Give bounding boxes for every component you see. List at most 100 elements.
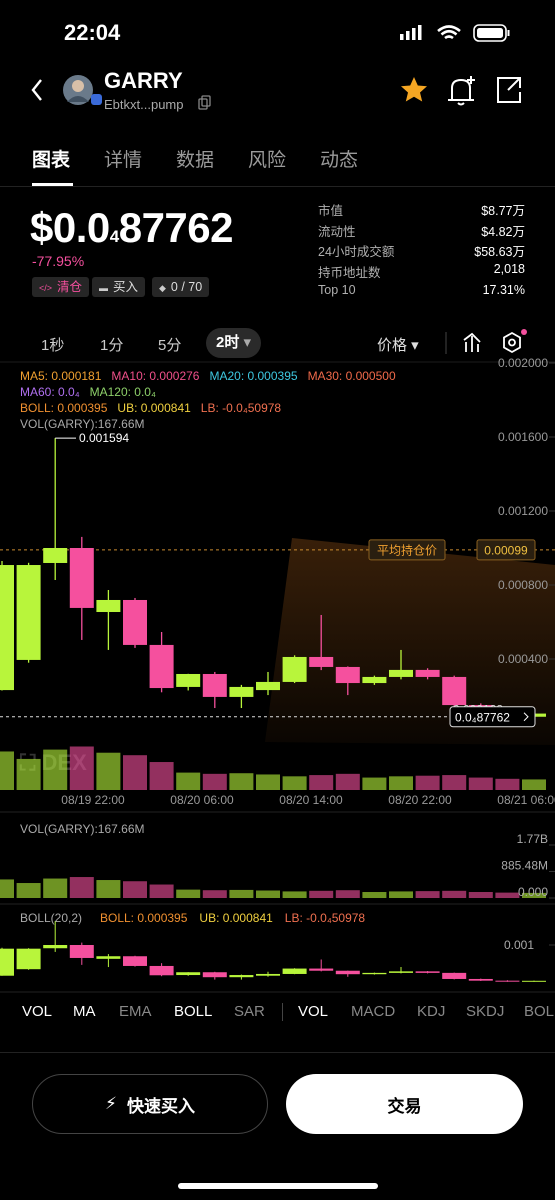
candle-body [96, 956, 121, 959]
volume-bar [415, 891, 440, 898]
status-time: 22:04 [64, 20, 121, 45]
header-icons [31, 75, 211, 110]
volume-bar [149, 762, 174, 790]
volume-bar [442, 775, 467, 790]
quick-buy-button[interactable]: ⚡ 快速买入 [32, 1074, 268, 1134]
stat-value: $8.77万 [481, 204, 525, 218]
volume-bar [123, 881, 147, 898]
divider [0, 186, 555, 187]
stat-value: 17.31% [482, 282, 525, 297]
indicator-tab[interactable]: MA [73, 1003, 96, 1020]
share[interactable] [497, 77, 521, 103]
volume-bar [362, 777, 387, 790]
candle-body [415, 971, 440, 973]
indicator-value: MA20: 0.000395 [209, 369, 298, 383]
indicator-tab[interactable]: MACD [351, 1003, 396, 1020]
y-tick-label: 0.000800 [498, 578, 548, 592]
indicator-value: MA30: 0.000500 [307, 369, 396, 383]
tab[interactable]: 图表 [32, 150, 71, 171]
volume-bar [149, 884, 174, 898]
candle-body [335, 970, 360, 975]
trade-button[interactable]: 交易 [286, 1074, 523, 1134]
boll-value: UB: 0.000841 [199, 911, 273, 925]
volume-bar [123, 755, 147, 790]
price-mode-label: 价格 [377, 337, 408, 354]
avg-cost-value: 0.00099 [484, 543, 528, 557]
volume-bar [256, 890, 280, 898]
stat-label: 市值 [318, 204, 344, 218]
indicator-tab[interactable]: SKDJ [466, 1003, 505, 1020]
tab[interactable]: 风险 [248, 150, 287, 171]
candle-body [229, 686, 254, 697]
indicator-tab[interactable]: BOLL [174, 1003, 213, 1020]
indicator-row: MA5: 0.000181 MA10: 0.000276 MA20: 0.00039… [20, 369, 406, 383]
alert[interactable] [448, 78, 474, 106]
last-price-box [449, 706, 536, 728]
volume-bar [468, 777, 493, 790]
interval[interactable]: 5分 [158, 334, 181, 355]
last-price-arrow [523, 712, 529, 722]
indicator-value: MA60: 0.0₄ [20, 385, 80, 399]
indicator-row: VOL(GARRY):167.66M [20, 417, 155, 431]
candle-body [309, 656, 334, 667]
volume-bar [16, 883, 41, 898]
tab[interactable]: 数据 [176, 150, 215, 171]
x-tick-label: 08/21 06:00 [497, 793, 555, 807]
tab[interactable]: 动态 [320, 150, 359, 171]
candle-body [309, 968, 334, 971]
indicator-tab[interactable]: VOL [22, 1003, 53, 1020]
quick-buy-label: 快速买入 [126, 1096, 195, 1116]
boll-value: LB: -0.0₄50978 [285, 911, 366, 925]
indicator-tab[interactable]: VOL [298, 1003, 329, 1020]
back-button[interactable] [31, 79, 42, 101]
candle-body [202, 972, 227, 978]
stat-label: Top 10 [318, 282, 356, 297]
indicator-value: VOL(GARRY):167.66M [20, 417, 145, 431]
interval[interactable]: 1分 [100, 334, 123, 355]
stat-value: 2,018 [493, 262, 525, 277]
tab[interactable]: 详情 [104, 150, 143, 171]
x-tick-label: 08/19 22:00 [61, 793, 125, 807]
vol-tick-label: 885.48M [501, 858, 548, 872]
badge-label: 买入 [113, 280, 139, 294]
interval[interactable]: 2时 ▾ [206, 328, 262, 358]
candle-body [495, 980, 520, 982]
candle-body [415, 669, 440, 677]
interval[interactable]: 1秒 [41, 334, 64, 355]
candle-body [16, 565, 41, 660]
boll-title: BOLL(20,2) [20, 911, 82, 925]
candle-body [522, 980, 546, 982]
volume-bar [442, 890, 467, 898]
token-name: GARRY [104, 68, 183, 93]
candle-body [0, 948, 14, 976]
indicator-tab[interactable]: BOLL [524, 1003, 555, 1020]
stat-label: 流动性 [318, 224, 356, 239]
y-tick-label: 0.001200 [498, 504, 548, 518]
price-main: $0.0 [30, 204, 110, 251]
badge-icon: ▬ [99, 283, 108, 293]
candle-body [335, 666, 360, 684]
indicator-tab[interactable]: KDJ [417, 1003, 446, 1020]
stat-label: 24小时成交额 [318, 245, 395, 260]
avg-cost-label: 平均持仓价 [377, 542, 437, 557]
candle-body [96, 599, 121, 613]
volume-bar [468, 892, 493, 898]
indicator-tool[interactable] [463, 332, 481, 352]
candle-body [149, 965, 174, 976]
candle-body [69, 548, 94, 608]
indicator-row: MA60: 0.0₄ MA120: 0.0₄ [20, 385, 166, 399]
candle-body [282, 968, 307, 974]
indicator-tab[interactable]: EMA [119, 1003, 152, 1020]
stat-value: $4.82万 [481, 224, 525, 239]
trade-label: 交易 [387, 1096, 422, 1116]
high-label: 0.001594 [79, 431, 129, 445]
vol-title: VOL(GARRY):167.66M [20, 822, 145, 836]
header-actions [401, 76, 521, 106]
settings[interactable] [503, 331, 521, 354]
indicator-value: BOLL: 0.000395 [20, 401, 108, 415]
stat-value: $58.63万 [474, 245, 525, 260]
candle-body [256, 681, 280, 691]
price-mode[interactable]: 价格 ▾ [377, 337, 419, 354]
favorite[interactable] [401, 77, 427, 102]
indicator-tab[interactable]: SAR [234, 1003, 265, 1020]
